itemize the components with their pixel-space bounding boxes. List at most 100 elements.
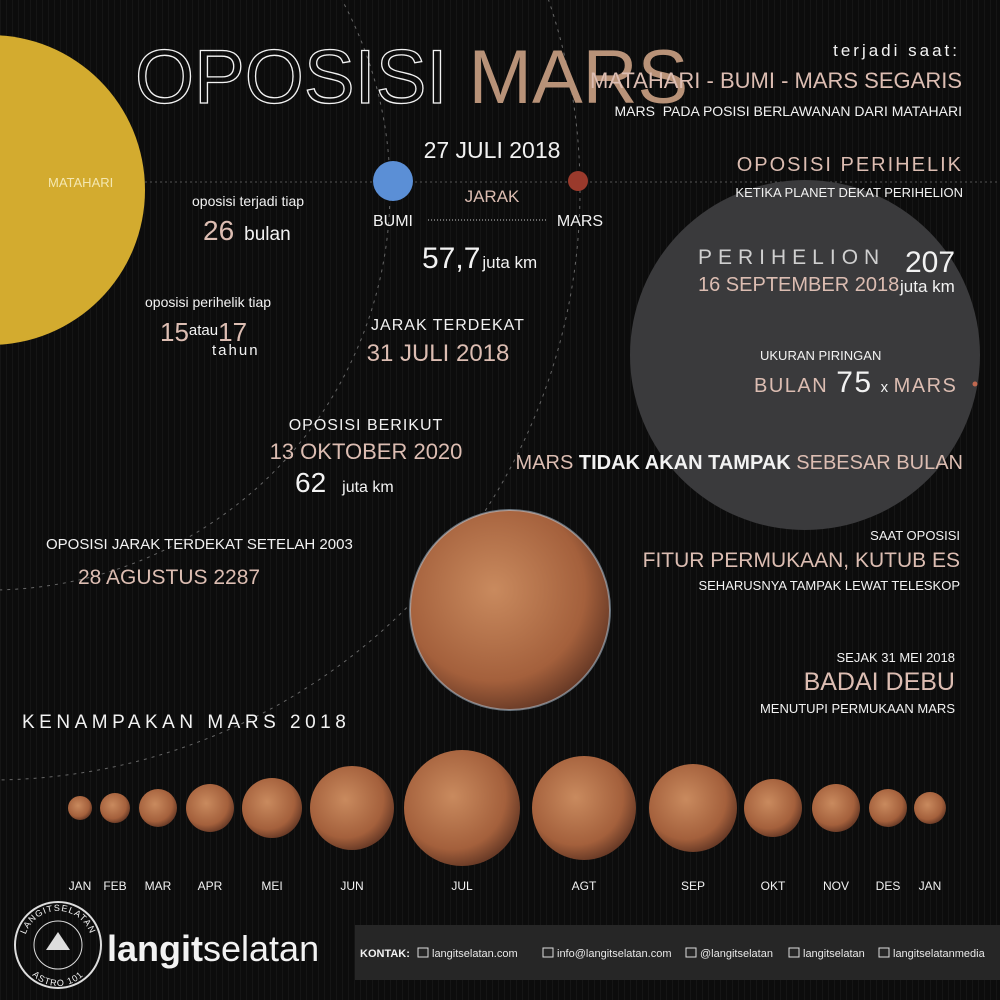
link-icon bbox=[685, 947, 697, 958]
text: oposisi perihelik tiap bbox=[145, 294, 271, 310]
month-label: JAN bbox=[919, 879, 942, 893]
headline: FITUR PERMUKAAN, KUTUB ES bbox=[643, 549, 960, 572]
month-label: FEB bbox=[103, 879, 126, 893]
brand-part: selatan bbox=[203, 928, 319, 969]
headline: OPOSISI PERIHELIK bbox=[737, 154, 963, 176]
logo-icon bbox=[46, 932, 70, 950]
text: MARS bbox=[516, 452, 574, 474]
title-part: MARS bbox=[469, 35, 689, 120]
text: terjadi saat: bbox=[833, 41, 960, 60]
mars-disc bbox=[649, 764, 737, 852]
value-line: 26 bulan bbox=[203, 215, 291, 246]
label: JARAK TERDEKAT bbox=[371, 317, 525, 334]
contact-link[interactable]: langitselatanmedia bbox=[893, 948, 986, 960]
logo-ring bbox=[33, 920, 83, 970]
label: PERIHELION bbox=[698, 246, 885, 269]
label: OPOSISI JARAK TERDEKAT SETELAH 2003 bbox=[46, 536, 353, 553]
label: MARS bbox=[557, 213, 603, 230]
footer-bar bbox=[355, 925, 1000, 980]
text: SEJAK 31 MEI 2018 bbox=[836, 650, 955, 665]
disc-ratio: BULAN 75 x MARS bbox=[754, 366, 957, 399]
text: SEHARUSNYA TAMPAK LEWAT TELESKOP bbox=[698, 578, 960, 593]
label: KONTAK: bbox=[360, 948, 410, 960]
contact-links: langitselatan.com info@langitselatan.com @… bbox=[417, 947, 986, 960]
brand: langitselatan bbox=[107, 928, 319, 969]
mars-disc bbox=[310, 766, 394, 850]
title-part: OPOSISI bbox=[135, 35, 448, 120]
unit: juta km bbox=[899, 277, 955, 296]
date: 31 JULI 2018 bbox=[367, 340, 510, 367]
value: 75 bbox=[836, 366, 872, 399]
earth bbox=[373, 161, 413, 201]
month-label: JUL bbox=[451, 879, 473, 893]
sun bbox=[0, 35, 145, 345]
link-icon bbox=[878, 947, 890, 958]
date: 28 AGUSTUS 2287 bbox=[78, 566, 260, 589]
date: 13 OKTOBER 2020 bbox=[270, 439, 463, 464]
text: SEBESAR BULAN bbox=[796, 452, 963, 474]
section-title: KENAMPAKAN MARS 2018 bbox=[22, 712, 350, 733]
value-line: 15atau17 bbox=[160, 317, 247, 347]
label: BUMI bbox=[373, 213, 413, 230]
mars-disc bbox=[242, 778, 302, 838]
contact-link[interactable]: langitselatan bbox=[803, 948, 865, 960]
mars-disc bbox=[68, 796, 92, 820]
mars-large bbox=[409, 509, 611, 711]
mars-disc bbox=[914, 792, 946, 824]
label: JARAK bbox=[465, 187, 520, 206]
headline: MATAHARI - BUMI - MARS SEGARIS bbox=[590, 68, 962, 93]
brand-part: langit bbox=[107, 928, 203, 969]
text: x bbox=[881, 379, 890, 396]
text: MARS bbox=[894, 375, 958, 397]
headline: BADAI DEBU bbox=[804, 668, 955, 696]
contact-link[interactable]: langitselatan.com bbox=[432, 948, 518, 960]
distance: 62 juta km bbox=[295, 467, 394, 498]
value: 62 bbox=[295, 467, 326, 498]
mars-disc-tiny bbox=[972, 381, 978, 387]
label: MATAHARI bbox=[48, 175, 113, 190]
link-icon bbox=[542, 947, 554, 958]
mars-disc bbox=[404, 750, 520, 866]
label: UKURAN PIRINGAN bbox=[760, 348, 881, 363]
month-label: JUN bbox=[340, 879, 363, 893]
unit: juta km bbox=[481, 253, 537, 272]
month-label: MAR bbox=[145, 879, 172, 893]
value: 207 bbox=[905, 246, 955, 279]
month-label: APR bbox=[198, 879, 223, 893]
text: oposisi terjadi tiap bbox=[192, 193, 304, 209]
text: KETIKA PLANET DEKAT PERIHELION bbox=[735, 185, 963, 200]
month-label: SEP bbox=[681, 879, 705, 893]
mars-disc bbox=[532, 756, 636, 860]
text: TIDAK AKAN TAMPAK bbox=[579, 452, 791, 474]
text: SAAT OPOSISI bbox=[870, 528, 960, 543]
mars-dot bbox=[568, 171, 588, 191]
title: OPOSISI MARS bbox=[135, 35, 688, 120]
month-row: JAN FEB MAR APR MEI JUN JUL AGT SEP OKT NOV DES JAN bbox=[68, 750, 946, 893]
month-label: OKT bbox=[761, 879, 786, 893]
text: atau bbox=[189, 322, 218, 339]
mars-disc bbox=[139, 789, 177, 827]
unit: bulan bbox=[244, 224, 291, 245]
unit: juta km bbox=[341, 479, 394, 496]
text: BULAN bbox=[754, 375, 828, 397]
logo bbox=[14, 901, 102, 989]
date: 27 JULI 2018 bbox=[424, 137, 561, 163]
comparison: MARS TIDAK AKAN TAMPAK SEBESAR BULAN bbox=[516, 452, 963, 474]
unit: tahun bbox=[212, 342, 260, 359]
date: 16 SEPTEMBER 2018 bbox=[698, 274, 899, 296]
month-label: JAN bbox=[69, 879, 92, 893]
text: MARS PADA POSISI BERLAWANAN DARI MATAHAR… bbox=[615, 103, 962, 119]
month-label: AGT bbox=[572, 879, 597, 893]
value: 57,7 bbox=[422, 242, 480, 275]
mars-disc bbox=[186, 784, 234, 832]
mars-disc bbox=[869, 789, 907, 827]
contact-link[interactable]: info@langitselatan.com bbox=[557, 948, 672, 960]
contact-link[interactable]: @langitselatan bbox=[700, 948, 773, 960]
value: 26 bbox=[203, 215, 234, 246]
month-label: NOV bbox=[823, 879, 849, 893]
month-label: DES bbox=[876, 879, 901, 893]
mars-disc bbox=[812, 784, 860, 832]
link-icon bbox=[417, 947, 429, 958]
text: MENUTUPI PERMUKAAN MARS bbox=[760, 701, 955, 716]
